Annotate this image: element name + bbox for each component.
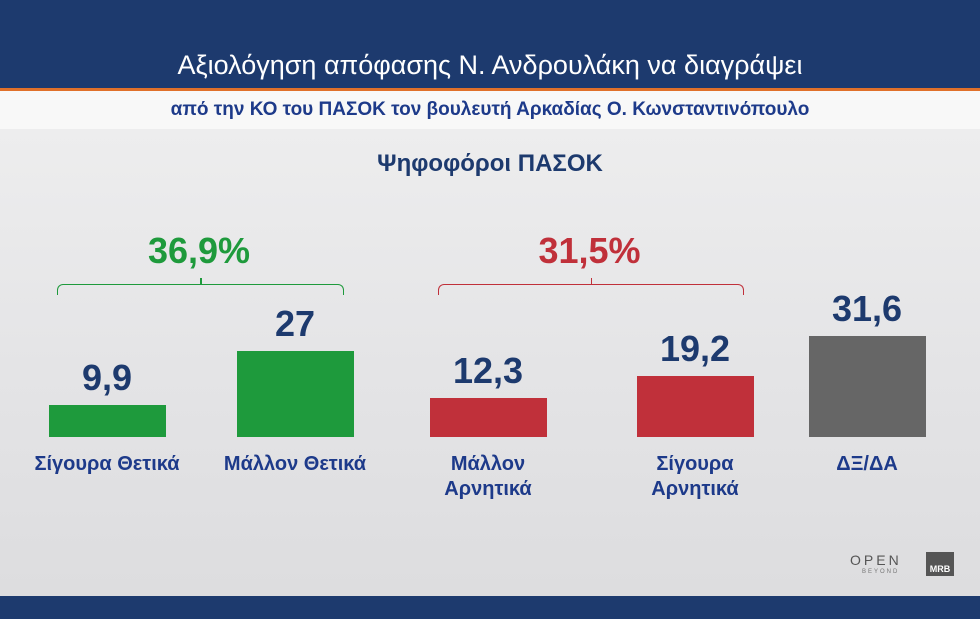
group-brace bbox=[437, 278, 744, 295]
category-label: Μάλλον Αρνητικά bbox=[444, 453, 532, 500]
value-label: 19,2 bbox=[659, 327, 731, 369]
chart-title: Ψηφοφόροι ΠΑΣΟΚ bbox=[377, 150, 603, 177]
accent-line bbox=[0, 88, 980, 91]
category-label: Μάλλον Θετικά bbox=[223, 453, 367, 475]
bar bbox=[808, 335, 926, 437]
bar bbox=[48, 405, 166, 437]
group-total: 36,9% bbox=[147, 230, 251, 271]
category-label: Σίγουρα Αρνητικά bbox=[651, 453, 739, 500]
footer-bar bbox=[0, 596, 980, 619]
bar bbox=[429, 397, 547, 437]
bar bbox=[636, 375, 754, 437]
header-bar bbox=[0, 0, 980, 88]
value-label: 9,9 bbox=[81, 357, 133, 399]
brand-logo: OPEN bbox=[850, 552, 902, 568]
value-label: 31,6 bbox=[831, 287, 903, 329]
pollster-logo: MRB bbox=[926, 552, 954, 576]
subtitle-band bbox=[0, 91, 980, 129]
group-total: 31,5% bbox=[538, 230, 641, 271]
category-label: Σίγουρα Θετικά bbox=[34, 453, 180, 475]
subtitle: από την ΚΟ του ΠΑΣΟΚ τον βουλευτή Αρκαδί… bbox=[170, 99, 810, 120]
value-label: 12,3 bbox=[452, 349, 524, 391]
category-label: ΔΞ/ΔΑ bbox=[836, 453, 898, 475]
group-brace bbox=[56, 278, 344, 295]
title: Αξιολόγηση απόφασης Ν. Ανδρουλάκη να δια… bbox=[177, 50, 803, 80]
bar bbox=[236, 350, 354, 437]
value-label: 27 bbox=[274, 302, 316, 344]
brand-tagline: BEYOND bbox=[862, 569, 900, 575]
